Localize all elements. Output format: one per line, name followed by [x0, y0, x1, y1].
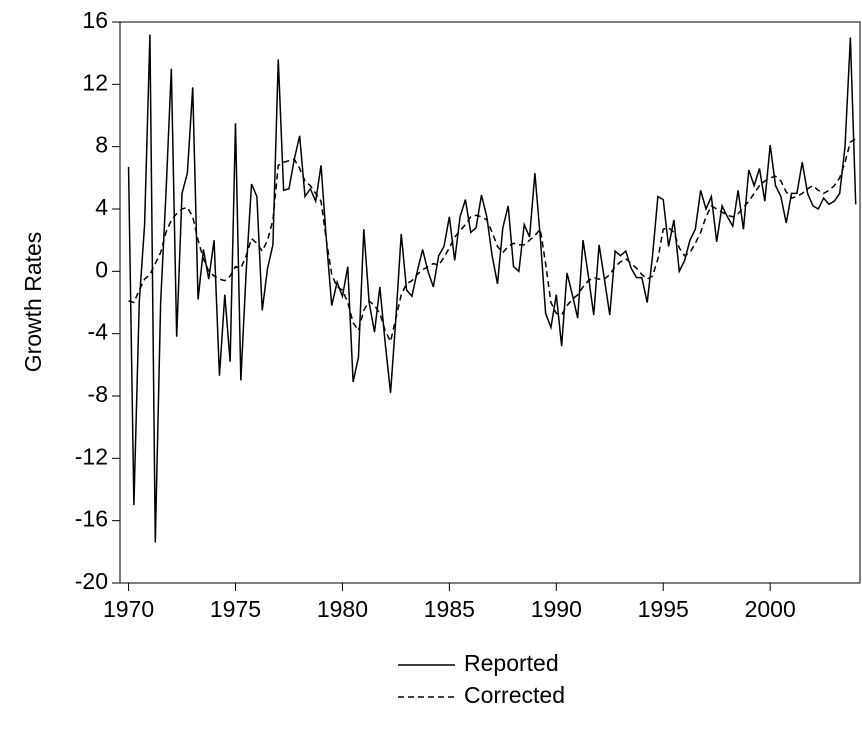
- y-tick-label: 12: [82, 69, 108, 95]
- plot-frame: [119, 21, 861, 584]
- y-tick-label: 0: [95, 256, 108, 282]
- series-line: [128, 138, 857, 344]
- y-tick-label: -4: [88, 319, 109, 345]
- y-tick-label: -20: [75, 568, 108, 594]
- y-tick-label: 8: [95, 132, 108, 158]
- y-tick-label: -12: [75, 443, 108, 469]
- x-tick-label: 1995: [638, 596, 689, 622]
- x-tick-label: 1990: [531, 596, 582, 622]
- x-tick-label: 1970: [103, 596, 154, 622]
- legend-label: Corrected: [464, 682, 565, 708]
- y-tick-label: 4: [95, 194, 108, 220]
- legend-label: Reported: [464, 650, 559, 676]
- x-tick-label: 2000: [745, 596, 796, 622]
- x-tick-label: 1975: [210, 596, 261, 622]
- x-tick-label: 1985: [424, 596, 475, 622]
- y-tick-label: 16: [82, 7, 108, 33]
- x-tick-label: 1980: [317, 596, 368, 622]
- series-line: [127, 34, 857, 543]
- y-tick-label: -16: [75, 506, 108, 532]
- y-axis-label: Growth Rates: [20, 232, 46, 373]
- y-tick-label: -8: [88, 381, 108, 407]
